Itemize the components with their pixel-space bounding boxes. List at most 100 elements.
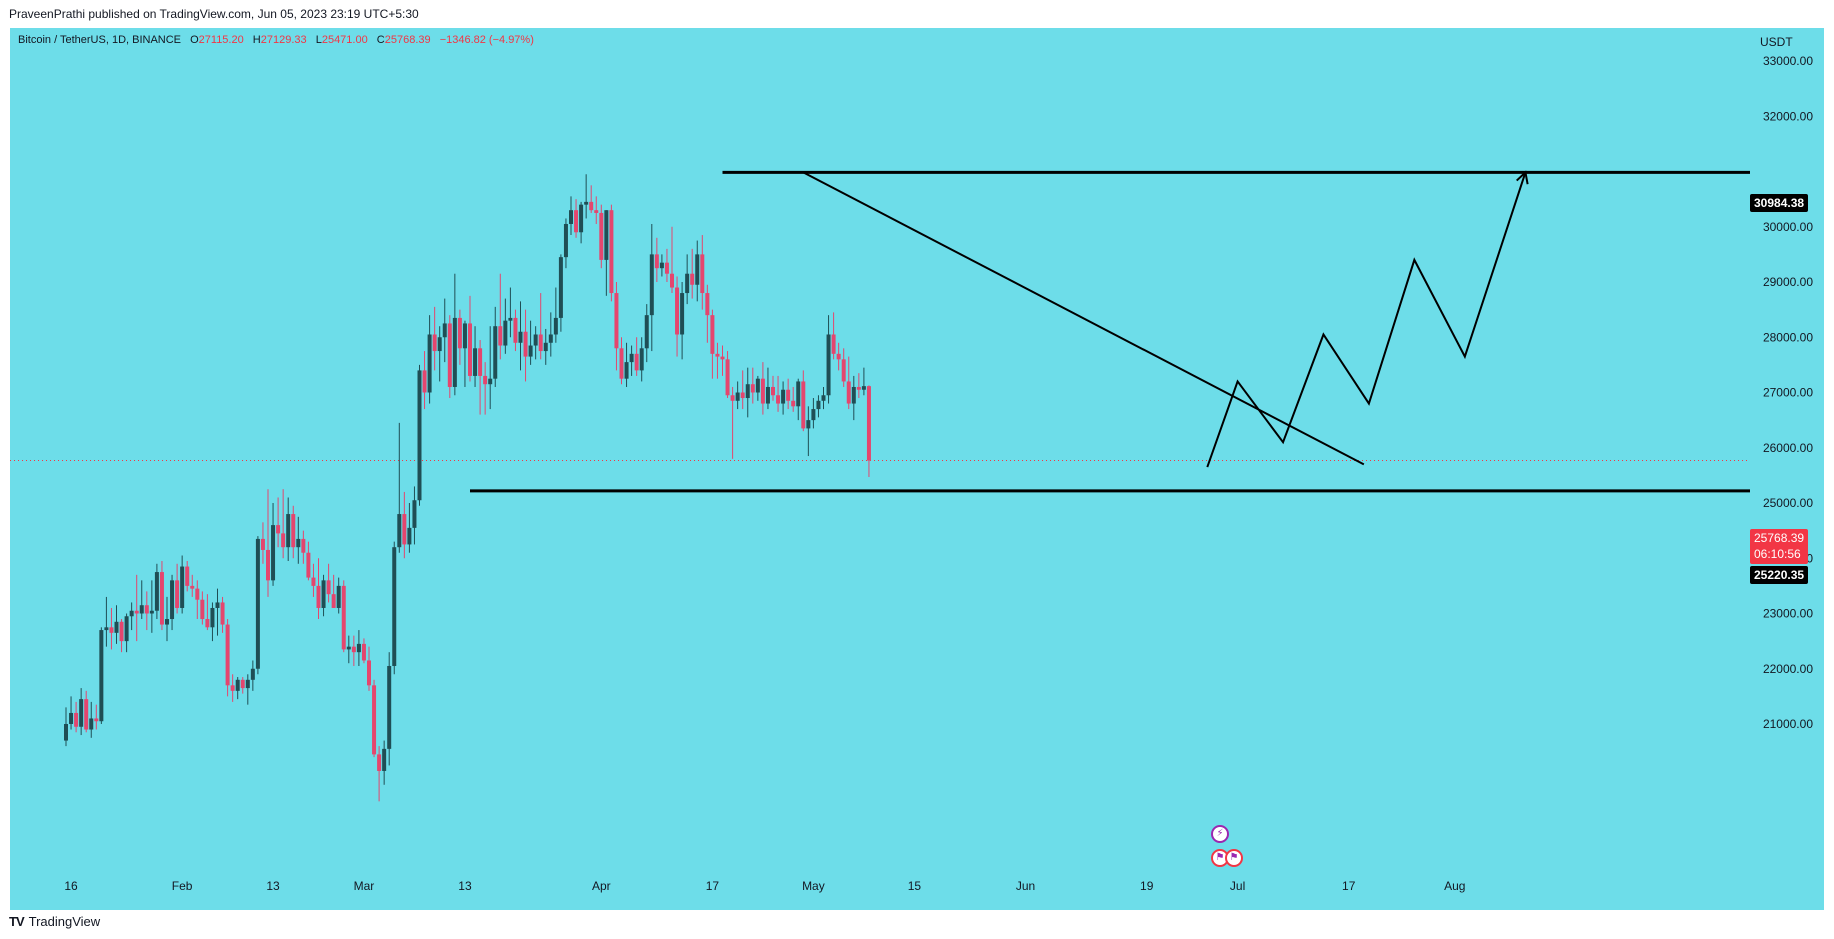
candle-body [286, 514, 291, 548]
time-axis-label: Apr [592, 879, 611, 893]
symbol-name: Bitcoin / TetherUS, 1D, BINANCE [18, 34, 182, 46]
candle-body [180, 566, 185, 608]
chart-canvas[interactable]: 33000.00 32000.00 30000.00 29000.00 28000.00… [10, 28, 1824, 910]
candle-body [513, 317, 518, 343]
candle-body [422, 370, 427, 393]
candle-body [372, 685, 377, 755]
candle-body [543, 342, 548, 352]
time-axis-label: Aug [1444, 879, 1465, 893]
candle-body [776, 395, 781, 404]
candle-body [523, 331, 528, 357]
price-axis-label: 25000.00 [1763, 496, 1813, 510]
price-axis-label: 30000.00 [1763, 220, 1813, 234]
time-axis-label: 16 [64, 879, 78, 893]
candle-body [569, 210, 573, 224]
candle-body [291, 514, 296, 548]
candle-body [266, 549, 270, 581]
candle-body [417, 370, 422, 501]
candle-body [664, 262, 669, 274]
close-value: 25768.39 [384, 34, 431, 46]
candle-body [185, 566, 190, 586]
candle-body [341, 585, 346, 650]
candle-body [528, 345, 533, 357]
candle-body [437, 337, 442, 352]
candle-body [670, 273, 674, 288]
time-axis-label: Feb [172, 879, 193, 893]
candle-body [346, 646, 351, 650]
candle-body [498, 326, 503, 346]
candle-body [124, 616, 129, 642]
candle-body [276, 525, 281, 534]
lightning-event-icon[interactable]: ⚡ [1211, 825, 1229, 843]
candle-body [649, 254, 654, 316]
candle-body [503, 320, 508, 346]
candle-body [149, 610, 154, 614]
candle-body [74, 712, 79, 727]
price-axis[interactable]: 33000.00 32000.00 30000.00 29000.00 28000.00… [1763, 54, 1813, 731]
candle-body [826, 334, 831, 396]
candle-body [639, 348, 644, 371]
candle-body [488, 378, 493, 385]
time-axis-label: Jul [1230, 879, 1245, 893]
candle-body [235, 679, 240, 691]
candle-body [644, 315, 649, 349]
candle-body [331, 594, 336, 608]
candle-body [594, 210, 599, 213]
low-value: 25471.00 [321, 34, 368, 46]
candle-body [675, 287, 680, 335]
price-axis-label: 29000.00 [1763, 275, 1813, 289]
candle-body [851, 386, 856, 404]
open-value: 27115.20 [198, 34, 244, 46]
candle-body [796, 381, 801, 407]
time-axis-label: 13 [266, 879, 280, 893]
tradingview-footer[interactable]: TV TradingView [9, 914, 100, 929]
chart-area[interactable]: 33000.00 32000.00 30000.00 29000.00 28000.00… [10, 28, 1824, 910]
candle-body [79, 699, 84, 727]
candle-body [483, 375, 488, 385]
candle-body [700, 254, 705, 294]
candle-body [119, 621, 124, 642]
candle-body [533, 334, 538, 346]
time-axis-label: 13 [458, 879, 472, 893]
candle-body [311, 577, 316, 586]
candle-body [84, 699, 89, 730]
time-axis[interactable]: 16 Feb 13 Mar 13 Apr 17 May 15 Jun 19 Jul 17 Aug [64, 879, 1465, 893]
price-axis-label: 23000.00 [1763, 607, 1813, 621]
candle-body [836, 353, 841, 360]
candle-body [781, 389, 786, 404]
candle-body [705, 293, 710, 316]
candle-body [629, 353, 634, 363]
candle-body [447, 323, 452, 387]
candle-body [326, 580, 331, 595]
candle-body [452, 317, 457, 387]
candle-body [478, 348, 483, 376]
drawings-layer[interactable] [470, 170, 1750, 493]
candle-body [367, 660, 371, 686]
candle-body [109, 627, 114, 633]
candle-body [574, 210, 579, 233]
time-axis-label: 19 [1140, 879, 1154, 893]
candle-body [659, 262, 664, 269]
candle-body [397, 514, 402, 548]
time-axis-label: 15 [908, 879, 922, 893]
candle-body [685, 273, 690, 294]
candle-body [614, 293, 619, 349]
candle-body [806, 420, 811, 429]
candle-body [579, 204, 584, 233]
candle-body [846, 381, 851, 404]
candle-body [831, 334, 836, 354]
us-flag-event-icon[interactable]: ⚑ [1225, 849, 1243, 867]
candle-body [765, 386, 770, 404]
candle-body [866, 386, 871, 461]
candle-body [94, 718, 99, 722]
candle-body [351, 646, 356, 653]
candle-body [382, 748, 387, 771]
candle-body [538, 334, 543, 352]
descending-trendline [802, 171, 1365, 466]
candle-body [715, 353, 720, 357]
candle-body [841, 359, 846, 382]
candle-body [710, 315, 715, 354]
time-axis-label: 17 [1342, 879, 1356, 893]
candle-body [801, 381, 806, 429]
projection-path [1206, 172, 1527, 468]
